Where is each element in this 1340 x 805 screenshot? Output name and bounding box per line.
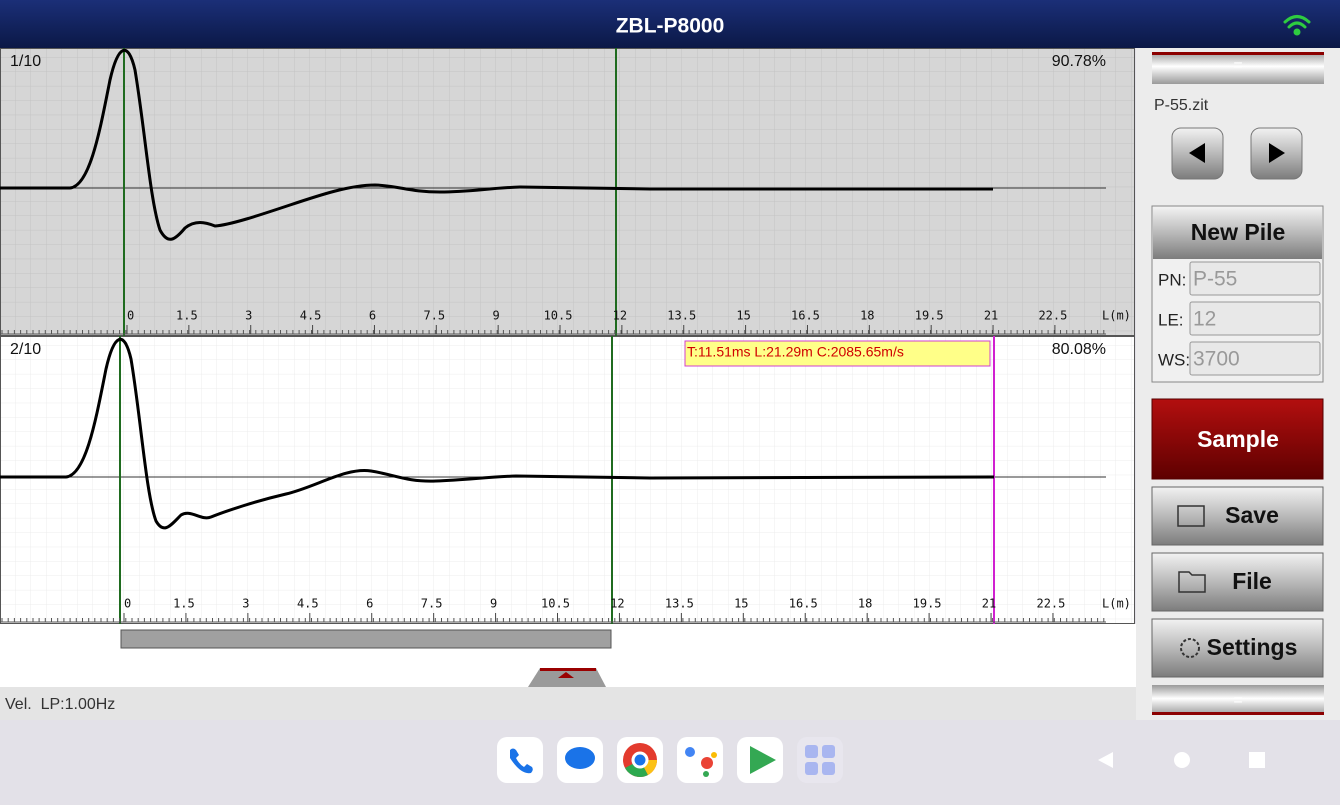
axis-tick-label: 10.5	[544, 309, 573, 323]
axis-tick-label: 19.5	[915, 309, 944, 323]
axis-tick-label: 13.5	[665, 597, 694, 611]
file-name: P-55.zit	[1154, 97, 1209, 114]
field-value: 12	[1193, 308, 1216, 331]
waveform	[0, 48, 993, 241]
recents-button[interactable]	[1249, 752, 1265, 768]
axis-tick-label: 21	[982, 597, 996, 611]
plot-index: 2/10	[10, 341, 41, 358]
axis-tick-label: 0	[127, 309, 134, 323]
axis-tick-label: 0	[124, 597, 131, 611]
next-icon	[1269, 143, 1285, 163]
axis-tick-label: 1.5	[173, 597, 195, 611]
status-text: Vel. LP:1.00Hz	[5, 696, 115, 713]
settings-button[interactable]	[1151, 618, 1324, 678]
axis-tick-label: 22.5	[1038, 309, 1067, 323]
file-label: File	[1232, 568, 1272, 594]
handle-edge	[1152, 712, 1324, 715]
save-label: Save	[1225, 502, 1279, 528]
field-label: LE:	[1158, 310, 1184, 329]
axis-tick-label: 15	[736, 309, 750, 323]
ruler-ticks	[1, 618, 1105, 622]
cursor-info: T:11.51ms L:21.29m C:2085.65m/s	[687, 344, 904, 360]
axis-tick-label: 4.5	[300, 309, 322, 323]
axis-tick-label: 12	[613, 309, 627, 323]
axis-tick-label: 21	[984, 309, 998, 323]
phone-app[interactable]	[497, 737, 543, 783]
axis-tick-label: 3	[245, 309, 252, 323]
back-button[interactable]	[1098, 752, 1113, 768]
status-bar	[0, 687, 1136, 720]
axis-tick-label: 7.5	[421, 597, 443, 611]
home-button[interactable]	[1174, 752, 1190, 768]
waveform	[0, 337, 995, 530]
axis-tick-label: 13.5	[667, 309, 696, 323]
axis-tick-label: 15	[734, 597, 748, 611]
save-icon	[1177, 505, 1205, 527]
field-input[interactable]	[1189, 341, 1321, 376]
axis-tick-label: 7.5	[423, 309, 445, 323]
cursor-info-box	[684, 340, 991, 367]
field-label: WS:	[1158, 350, 1190, 369]
new-pile-label: New Pile	[1191, 219, 1286, 245]
axis-tick-label: 16.5	[791, 309, 820, 323]
axis-tick-label: 4.5	[297, 597, 319, 611]
axis-tick-label: 9	[490, 597, 497, 611]
phone-icon	[510, 748, 533, 774]
field-input[interactable]	[1189, 261, 1321, 296]
axis-unit: L(m)	[1102, 597, 1131, 611]
header-bar	[0, 0, 1340, 48]
axis-tick-label: 19.5	[913, 597, 942, 611]
expand-arrow	[540, 668, 596, 678]
plot-border	[0, 336, 1135, 624]
axis-tick-label: 6	[366, 597, 373, 611]
amplitude-percent: 80.08%	[1052, 341, 1106, 358]
play-icon	[750, 746, 776, 774]
folder-icon	[1178, 571, 1206, 593]
sample-label: Sample	[1197, 426, 1279, 452]
prev-icon	[1189, 143, 1205, 163]
axis-tick-label: 10.5	[541, 597, 570, 611]
field-input[interactable]	[1189, 301, 1321, 336]
save-button[interactable]	[1151, 486, 1324, 546]
handle[interactable]	[1152, 52, 1324, 84]
field-label: PN:	[1158, 270, 1186, 289]
chrome-icon	[631, 751, 649, 769]
new-pile-button[interactable]	[1153, 207, 1322, 259]
wifi-icon	[1283, 15, 1311, 36]
axis-tick-label: 18	[860, 309, 874, 323]
gear-icon	[1180, 638, 1200, 658]
axis-tick-label: 9	[493, 309, 500, 323]
axis-tick-label: 18	[858, 597, 872, 611]
plot-border	[0, 48, 1135, 336]
scrollbar[interactable]	[120, 629, 612, 649]
app-title: ZBL-P8000	[616, 15, 725, 38]
axis-tick-label: 12	[610, 597, 624, 611]
axis-tick-label: 6	[369, 309, 376, 323]
axis-tick-label: 3	[242, 597, 249, 611]
settings-label: Settings	[1207, 634, 1298, 660]
axis-tick-label: 1.5	[176, 309, 198, 323]
ruler-ticks	[1, 330, 1105, 334]
amplitude-percent: 90.78%	[1052, 53, 1106, 70]
plot-grid	[0, 48, 1135, 336]
axis-tick-label: 16.5	[789, 597, 818, 611]
messages-icon	[565, 747, 595, 769]
handle-label: =	[1233, 57, 1242, 74]
app-drawer[interactable]	[797, 737, 843, 783]
plot-grid	[0, 336, 1135, 624]
dock	[497, 737, 843, 783]
field-value: P-55	[1193, 268, 1237, 291]
file-button[interactable]	[1151, 552, 1324, 612]
sample-button[interactable]	[1151, 398, 1324, 480]
plot-index: 1/10	[10, 53, 41, 70]
axis-unit: L(m)	[1102, 309, 1131, 323]
assistant-app[interactable]	[677, 737, 723, 783]
axis-tick-label: 22.5	[1036, 597, 1065, 611]
field-value: 3700	[1193, 348, 1240, 371]
handle-label: =	[1233, 692, 1242, 709]
handle[interactable]	[1152, 685, 1324, 715]
handle-edge	[1152, 52, 1324, 55]
